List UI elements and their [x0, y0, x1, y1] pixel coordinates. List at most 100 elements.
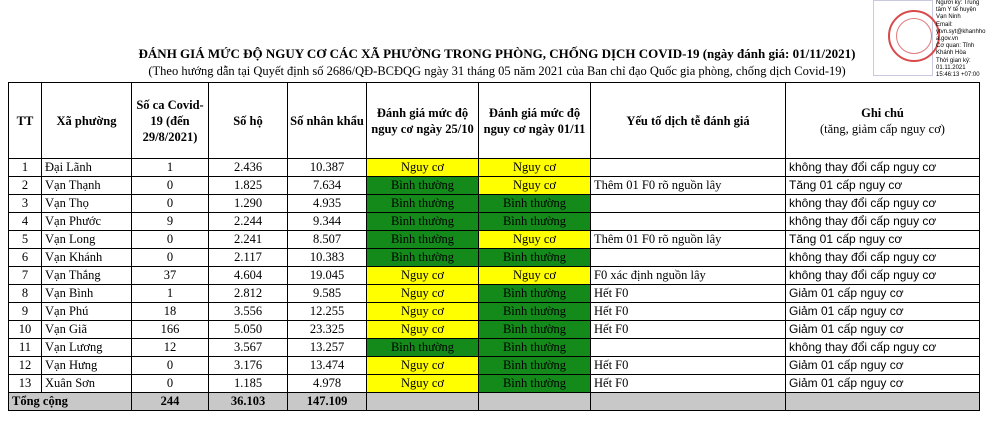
cell-ward: Vạn Thắng [41, 266, 132, 285]
cell-ward: Vạn Giã [41, 320, 132, 339]
cell-risk-0111: Bình thường [478, 212, 591, 231]
signature-line: a.gov.vn [936, 36, 959, 43]
cell-note: không thay đổi cấp nguy cơ [785, 212, 980, 231]
cell-households: 2.436 [208, 158, 288, 177]
table-row: 3 Vạn Thọ 0 1.290 4.935 Bình thường Bình thườn… [8, 194, 980, 213]
header-ward: Xã phường [41, 82, 132, 159]
cell-factors [590, 248, 786, 267]
signature-line: Khánh Hòa [936, 50, 967, 57]
cell-note: Giảm 01 cấp nguy cơ [785, 284, 980, 303]
cell-ward: Vạn Bình [41, 284, 132, 303]
cell-risk-2510: Bình thường [366, 338, 479, 357]
cell-households: 1.825 [208, 176, 288, 195]
cell-risk-2510: Nguy cơ [366, 302, 479, 321]
cell-risk-0111: Bình thường [478, 248, 591, 267]
cell-risk-0111: Bình thường [478, 194, 591, 213]
cell-factors [590, 338, 786, 357]
header-factors: Yếu tố dịch tễ đánh giá [590, 82, 786, 159]
cell-risk-0111: Bình thường [478, 320, 591, 339]
signature-line: tâm Y tế huyện [936, 7, 977, 14]
cell-tt: 4 [8, 212, 42, 231]
cell-risk-0111: Bình thường [478, 356, 591, 375]
cell-factors [590, 212, 786, 231]
cell-ward: Vạn Khánh [41, 248, 132, 267]
cell-note: Giảm 01 cấp nguy cơ [785, 374, 980, 393]
header-cases: Số ca Covid-19 (đến 29/8/2021) [131, 82, 209, 159]
cell-households: 4.604 [208, 266, 288, 285]
cell-note: Tăng 01 cấp nguy cơ [785, 230, 980, 249]
cell-tt: 11 [8, 338, 42, 357]
cell-risk-2510: Bình thường [366, 212, 479, 231]
cell-population: 13.257 [287, 338, 367, 357]
cell-factors: Hết F0 [590, 284, 786, 303]
signature-line: Thời gian ký: [936, 57, 971, 64]
cell-households: 5.050 [208, 320, 288, 339]
header-households: Số hộ [208, 82, 288, 159]
cell-cases: 0 [131, 374, 209, 393]
cell-ward: Vạn Thạnh [41, 176, 132, 195]
cell-tt: 9 [8, 302, 42, 321]
cell-cases: 1 [131, 158, 209, 177]
cell-cases: 166 [131, 320, 209, 339]
table-row: 9 Vạn Phú 18 3.556 12.255 Nguy cơ Bình thường H… [8, 302, 980, 321]
signature-line: Email: [936, 21, 953, 28]
cell-population: 4.978 [287, 374, 367, 393]
cell-population: 10.387 [287, 158, 367, 177]
total-cases: 244 [131, 392, 209, 411]
cell-ward: Đại Lãnh [41, 158, 132, 177]
cell-factors: Thêm 01 F0 rõ nguồn lây [590, 176, 786, 195]
cell-ward: Vạn Lương [41, 338, 132, 357]
cell-cases: 0 [131, 176, 209, 195]
digital-signature-info: Người ký: Trung tâm Y tế huyện Vạn Ninh Ema… [936, 0, 994, 79]
cell-risk-0111: Bình thường [478, 338, 591, 357]
cell-note: Giảm 01 cấp nguy cơ [785, 302, 980, 321]
cell-note: không thay đổi cấp nguy cơ [785, 194, 980, 213]
table-header-row: TT Xã phường Số ca Covid-19 (đến 29/8/20… [8, 82, 980, 159]
cell-households: 3.556 [208, 302, 288, 321]
header-note-sub: (tăng, giảm cấp nguy cơ) [820, 121, 945, 136]
signature-line: Vạn Ninh [936, 14, 961, 21]
risk-assessment-table: TT Xã phường Số ca Covid-19 (đến 29/8/20… [8, 82, 980, 411]
cell-tt: 5 [8, 230, 42, 249]
cell-tt: 8 [8, 284, 42, 303]
cell-tt: 2 [8, 176, 42, 195]
header-risk-0111: Đánh giá mức độ nguy cơ ngày 01/11 [478, 82, 591, 159]
cell-risk-0111: Nguy cơ [478, 176, 591, 195]
cell-factors: Hết F0 [590, 320, 786, 339]
cell-risk-2510: Nguy cơ [366, 266, 479, 285]
cell-note: Giảm 01 cấp nguy cơ [785, 320, 980, 339]
signature-line: 01.11.2021 [936, 64, 966, 71]
cell-risk-2510: Bình thường [366, 176, 479, 195]
table-row: 5 Vạn Long 0 2.241 8.507 Bình thường Nguy cơ Th… [8, 230, 980, 249]
cell-ward: Vạn Long [41, 230, 132, 249]
cell-note: Giảm 01 cấp nguy cơ [785, 356, 980, 375]
cell-population: 7.634 [287, 176, 367, 195]
total-row: Tổng cộng 244 36.103 147.109 [8, 392, 980, 411]
cell-note: Tăng 01 cấp nguy cơ [785, 176, 980, 195]
total-households: 36.103 [208, 392, 288, 411]
cell-tt: 3 [8, 194, 42, 213]
cell-population: 9.344 [287, 212, 367, 231]
total-empty [785, 392, 980, 411]
cell-cases: 0 [131, 230, 209, 249]
cell-risk-0111: Nguy cơ [478, 158, 591, 177]
cell-ward: Xuân Sơn [41, 374, 132, 393]
total-population: 147.109 [287, 392, 367, 411]
cell-risk-0111: Bình thường [478, 302, 591, 321]
cell-cases: 0 [131, 194, 209, 213]
cell-population: 9.585 [287, 284, 367, 303]
header-tt: TT [8, 82, 42, 159]
cell-cases: 12 [131, 338, 209, 357]
cell-tt: 7 [8, 266, 42, 285]
official-seal [888, 10, 940, 62]
cell-tt: 10 [8, 320, 42, 339]
cell-risk-2510: Bình thường [366, 194, 479, 213]
cell-cases: 1 [131, 284, 209, 303]
header-risk-2510: Đánh giá mức độ nguy cơ ngày 25/10 [366, 82, 479, 159]
cell-tt: 1 [8, 158, 42, 177]
cell-risk-0111: Nguy cơ [478, 230, 591, 249]
table-row: 1 Đại Lãnh 1 2.436 10.387 Nguy cơ Nguy cơ không… [8, 158, 980, 177]
cell-households: 2.117 [208, 248, 288, 267]
table-row: 13 Xuân Sơn 0 1.185 4.978 Nguy cơ Bình thường H… [8, 374, 980, 393]
cell-factors: Hết F0 [590, 302, 786, 321]
